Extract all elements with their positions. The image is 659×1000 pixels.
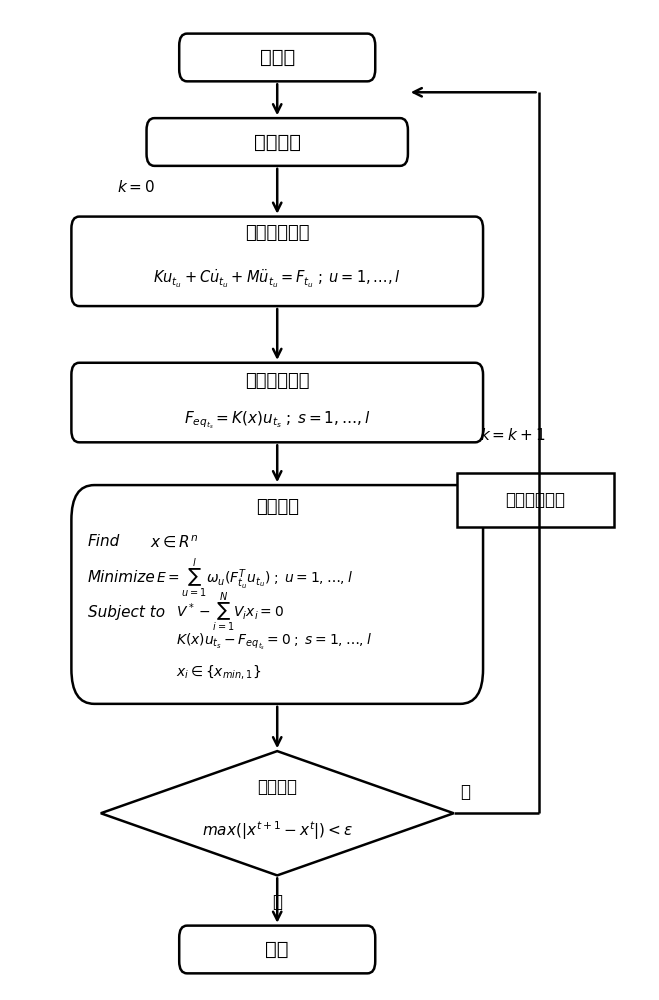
Text: $E=\sum_{u=1}^{l}\omega_u(F_{t_u}^Tu_{t_u})\;;\;u=1,\ldots,l$: $E=\sum_{u=1}^{l}\omega_u(F_{t_u}^Tu_{t_…: [156, 556, 353, 599]
Text: Minimize: Minimize: [88, 570, 156, 585]
Text: 荷载处理: 荷载处理: [254, 132, 301, 151]
Text: $k=k+1$: $k=k+1$: [480, 427, 545, 443]
Text: $x\in R^n$: $x\in R^n$: [150, 534, 198, 550]
FancyBboxPatch shape: [179, 34, 375, 81]
Text: 是: 是: [272, 893, 282, 911]
Text: 结构动力分析: 结构动力分析: [245, 224, 310, 242]
Text: 更新设计变量: 更新设计变量: [505, 491, 565, 509]
Text: $F_{eq_{t_s}}=K(x)u_{t_s}\;;\;s=1,\ldots,l$: $F_{eq_{t_s}}=K(x)u_{t_s}\;;\;s=1,\ldots…: [184, 409, 370, 431]
Polygon shape: [101, 751, 453, 875]
FancyBboxPatch shape: [179, 926, 375, 973]
FancyBboxPatch shape: [71, 363, 483, 442]
Text: 计算等效静荷: 计算等效静荷: [245, 372, 310, 390]
Text: 否: 否: [460, 783, 470, 801]
FancyBboxPatch shape: [71, 485, 483, 704]
Bar: [457, 473, 614, 527]
Text: 收敛条件: 收敛条件: [257, 778, 297, 796]
Text: $Ku_{t_u}+C\dot{u}_{t_u}+M\ddot{u}_{t_u}=F_{t_u}\;;\;u=1,\ldots,l$: $Ku_{t_u}+C\dot{u}_{t_u}+M\ddot{u}_{t_u}…: [154, 268, 401, 290]
Text: Subject to: Subject to: [88, 605, 165, 620]
Text: Find: Find: [88, 534, 120, 549]
Text: 初始化: 初始化: [260, 48, 295, 67]
Text: $K(x)u_{t_s}-F_{eq_{t_s}}=0\;;\;s=1,\ldots,l$: $K(x)u_{t_s}-F_{eq_{t_s}}=0\;;\;s=1,\ldo…: [176, 632, 372, 652]
Text: $k=0$: $k=0$: [117, 179, 156, 195]
Text: $V^*-\sum_{i=1}^{N}V_ix_i=0$: $V^*-\sum_{i=1}^{N}V_ix_i=0$: [176, 590, 284, 634]
Text: 结束: 结束: [266, 940, 289, 959]
Text: 结构优化: 结构优化: [256, 498, 299, 516]
FancyBboxPatch shape: [71, 217, 483, 306]
Text: $max(|x^{t+1}-x^t|)<\varepsilon$: $max(|x^{t+1}-x^t|)<\varepsilon$: [202, 820, 353, 842]
Text: $x_i\in\{x_{min,1}\}$: $x_i\in\{x_{min,1}\}$: [176, 663, 261, 681]
FancyBboxPatch shape: [146, 118, 408, 166]
